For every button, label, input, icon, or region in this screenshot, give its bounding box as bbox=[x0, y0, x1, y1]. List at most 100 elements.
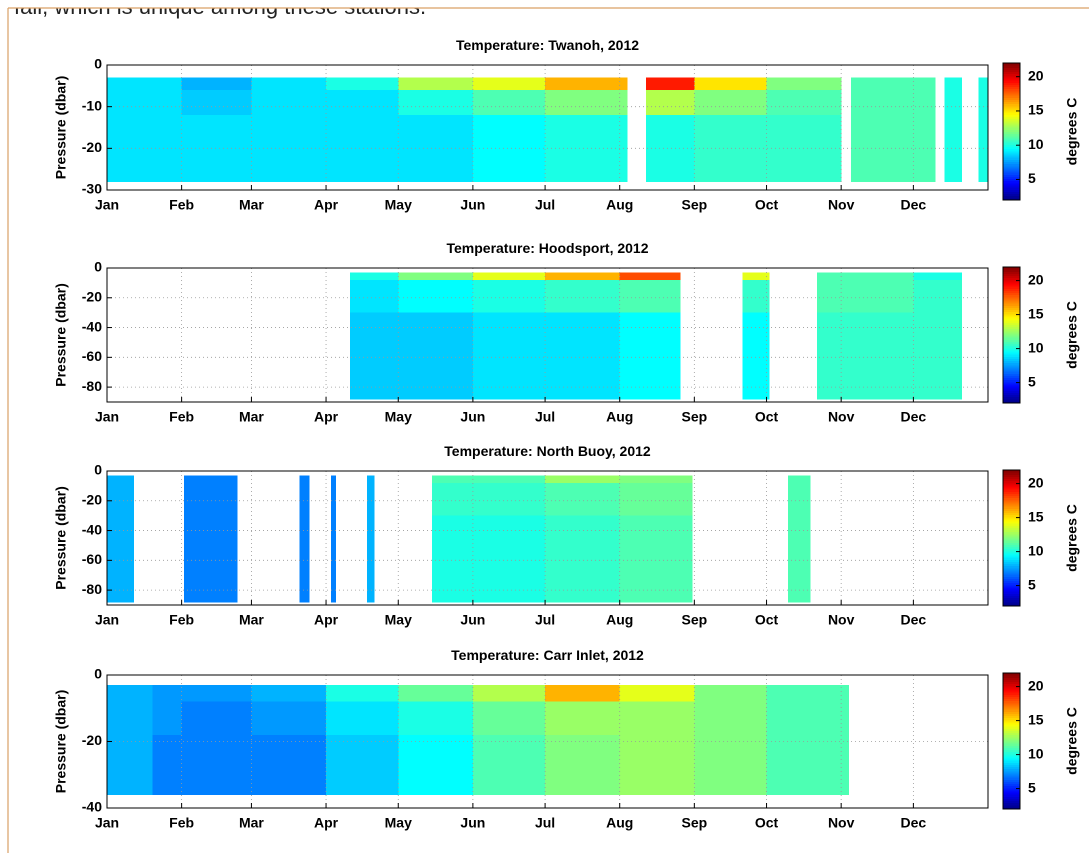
heat-cell bbox=[472, 272, 546, 281]
colorbar-band bbox=[1003, 713, 1020, 716]
heat-cell bbox=[181, 734, 252, 796]
heat-cell bbox=[944, 90, 962, 116]
colorbar-band bbox=[1003, 484, 1020, 488]
colorbar-label: degrees C bbox=[1064, 301, 1080, 369]
colorbar-tick-label: 15 bbox=[1028, 102, 1044, 118]
colorbar-band bbox=[1003, 80, 1020, 83]
y-tick-label: -30 bbox=[82, 181, 102, 197]
colorbar-band bbox=[1003, 301, 1020, 304]
heat-cell bbox=[251, 734, 327, 796]
colorbar-tick-label: 20 bbox=[1028, 677, 1044, 693]
colorbar-band bbox=[1003, 715, 1020, 719]
heat-cell bbox=[181, 90, 252, 116]
colorbar-band bbox=[1003, 377, 1020, 381]
heat-cell bbox=[545, 515, 621, 603]
colorbar-band bbox=[1003, 330, 1020, 334]
colorbar-band bbox=[1003, 785, 1020, 789]
colorbar-band bbox=[1003, 275, 1020, 279]
heat-cell bbox=[545, 684, 621, 702]
heat-cell bbox=[978, 90, 989, 116]
heat-cell bbox=[850, 115, 936, 183]
colorbar-band bbox=[1003, 167, 1020, 171]
colorbar-band bbox=[1003, 478, 1020, 482]
colorbar-tick-label: 5 bbox=[1028, 170, 1036, 186]
x-tick-label: Jan bbox=[95, 612, 119, 628]
colorbar-band bbox=[1003, 743, 1020, 746]
x-tick-label: Jan bbox=[95, 197, 119, 213]
colorbar-band bbox=[1003, 673, 1020, 676]
colorbar-band bbox=[1003, 142, 1020, 145]
colorbar-band bbox=[1003, 176, 1020, 180]
colorbar-band bbox=[1003, 768, 1020, 772]
x-tick-label: Nov bbox=[828, 612, 855, 628]
colorbar-band bbox=[1003, 552, 1020, 556]
heat-cell bbox=[107, 77, 183, 91]
colorbar-band bbox=[1003, 692, 1020, 695]
x-tick-label: Mar bbox=[239, 612, 264, 628]
y-tick-label: -60 bbox=[82, 348, 102, 364]
colorbar-band bbox=[1003, 388, 1020, 391]
heat-cell bbox=[184, 475, 238, 484]
y-tick-label: 0 bbox=[94, 462, 102, 478]
heat-cell bbox=[184, 515, 238, 603]
colorbar-band bbox=[1003, 719, 1020, 723]
heat-cell bbox=[431, 475, 546, 484]
panel: Jan Feb Mar Apr May Jun Jul Aug Sep Oct Nov Dec 0 -20… bbox=[53, 443, 1080, 628]
colorbar-band bbox=[1003, 561, 1020, 564]
heat-cell bbox=[788, 482, 811, 517]
heat-cell bbox=[788, 515, 811, 603]
y-tick-label: -20 bbox=[82, 732, 102, 748]
colorbar-band bbox=[1003, 794, 1020, 797]
colorbar-band bbox=[1003, 358, 1020, 361]
colorbar-band bbox=[1003, 371, 1020, 374]
heat-cell bbox=[766, 701, 849, 736]
heat-cell bbox=[107, 115, 183, 183]
x-tick-label: Oct bbox=[755, 409, 779, 425]
x-tick-label: Aug bbox=[606, 409, 633, 425]
x-tick-label: Dec bbox=[901, 612, 927, 628]
heat-cell bbox=[619, 701, 695, 736]
y-tick-label: -20 bbox=[82, 139, 102, 155]
colorbar-band bbox=[1003, 298, 1020, 302]
colorbar-band bbox=[1003, 103, 1020, 107]
colorbar-tick-label: 5 bbox=[1028, 779, 1036, 795]
heat-cell bbox=[472, 77, 546, 91]
colorbar-band bbox=[1003, 110, 1020, 113]
colorbar-band bbox=[1003, 86, 1020, 90]
x-tick-label: Oct bbox=[755, 815, 779, 831]
colorbar-band bbox=[1003, 681, 1020, 685]
colorbar-band bbox=[1003, 734, 1020, 738]
colorbar-band bbox=[1003, 572, 1020, 575]
heat-cell bbox=[619, 734, 695, 796]
x-tick-label: Sep bbox=[681, 815, 707, 831]
colorbar-band bbox=[1003, 67, 1020, 70]
x-tick-label: Jun bbox=[460, 815, 485, 831]
colorbar-band bbox=[1003, 698, 1020, 702]
heat-cell bbox=[545, 77, 628, 91]
colorbar-band bbox=[1003, 770, 1020, 774]
colorbar-band bbox=[1003, 696, 1020, 699]
colorbar-band bbox=[1003, 540, 1020, 543]
colorbar-band bbox=[1003, 335, 1020, 338]
colorbar-band bbox=[1003, 279, 1020, 283]
colorbar-band bbox=[1003, 578, 1020, 581]
colorbar-band bbox=[1003, 726, 1020, 729]
heat-cell bbox=[181, 684, 252, 702]
x-tick-label: Sep bbox=[681, 409, 707, 425]
colorbar-band bbox=[1003, 593, 1020, 596]
colorbar-band bbox=[1003, 360, 1020, 364]
y-axis-label: Pressure (dbar) bbox=[53, 690, 69, 793]
heat-cell bbox=[398, 279, 474, 314]
colorbar-band bbox=[1003, 766, 1020, 770]
heat-cell bbox=[152, 684, 183, 702]
x-tick-label: May bbox=[385, 197, 412, 213]
heat-cell bbox=[431, 482, 546, 517]
colorbar-band bbox=[1003, 783, 1020, 787]
colorbar-band bbox=[1003, 567, 1020, 571]
colorbar-band bbox=[1003, 84, 1020, 88]
colorbar-tick-label: 20 bbox=[1028, 67, 1044, 83]
colorbar-band bbox=[1003, 269, 1020, 272]
colorbar-band bbox=[1003, 65, 1020, 68]
colorbar-band bbox=[1003, 749, 1020, 753]
